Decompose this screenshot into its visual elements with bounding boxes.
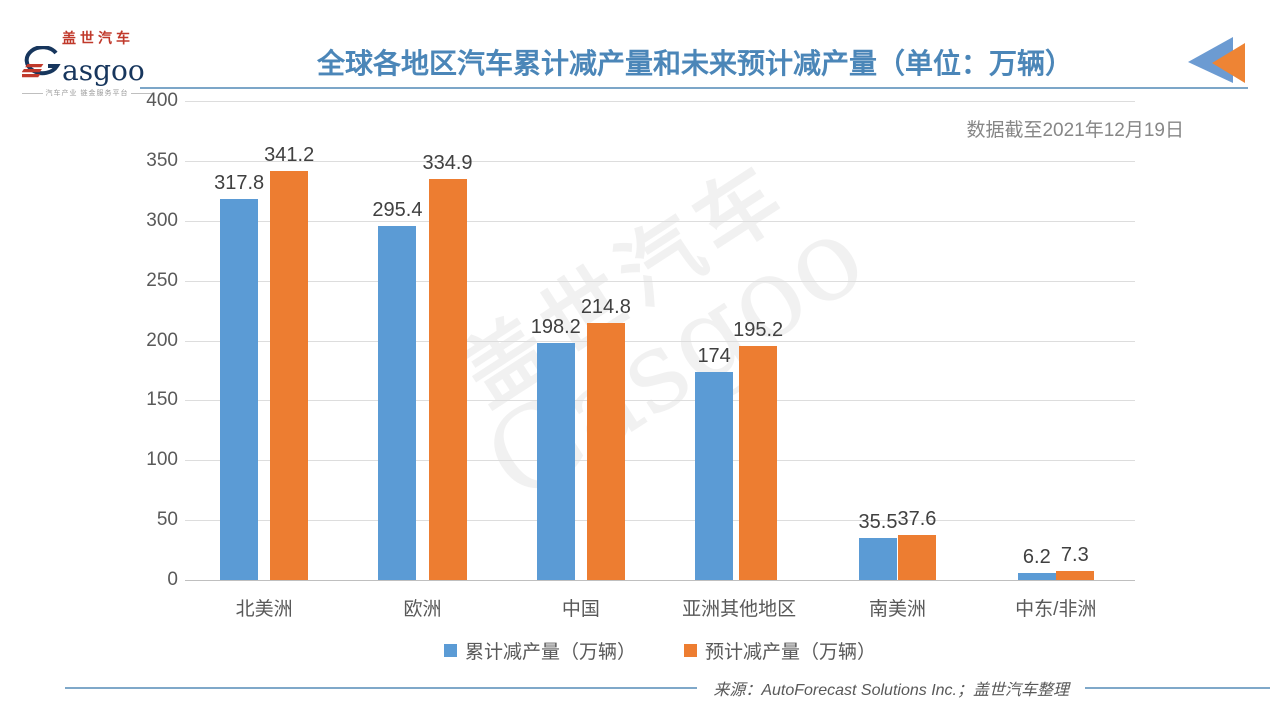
data-label: 174 [697, 344, 731, 367]
data-label: 317.8 [214, 172, 265, 195]
y-axis-tick-label: 0 [167, 569, 178, 590]
legend-item: 累计减产量（万辆） [443, 637, 636, 664]
footer: 来源：AutoForecast Solutions Inc.；盖世汽车整理 [65, 676, 1270, 700]
gridline [185, 160, 1135, 162]
bar-column: 214.8 [581, 296, 631, 580]
x-axis-label: 中东/非洲 [1015, 599, 1097, 620]
bar [586, 322, 625, 580]
bar-column: 317.8 [214, 172, 264, 580]
double-back-arrows-icon [1186, 34, 1248, 91]
source-text: 来源：AutoForecast Solutions Inc.；盖世汽车整理 [713, 682, 1069, 699]
bar [859, 537, 898, 580]
legend-swatch [443, 644, 457, 657]
y-axis-tick-label: 350 [146, 149, 178, 171]
bar [536, 342, 575, 580]
bar [739, 346, 778, 580]
gridline [185, 520, 1135, 522]
bar [1055, 571, 1094, 580]
legend: 累计减产量（万辆） 预计减产量（万辆） [185, 637, 1135, 664]
data-label: 198.2 [530, 315, 581, 338]
data-label: 214.8 [580, 295, 631, 318]
data-label: 341.2 [264, 144, 315, 167]
bar-column: 37.6 [897, 508, 936, 580]
bar-pair: 198.2 214.8 [531, 296, 631, 580]
gridline [185, 340, 1135, 342]
plot-area: 317.8 341.2 北美洲 295.4 334.9 欧洲 198.2 214.8 中国 174… [185, 101, 1135, 620]
footer-rule-left [65, 687, 698, 689]
bar-pair: 174 195.2 [695, 319, 783, 580]
logo-chinese-name: 盖世汽车 [62, 30, 134, 46]
data-label: 6.2 [1022, 545, 1051, 568]
y-axis-tick-label: 300 [146, 209, 178, 231]
legend-label: 预计减产量（万辆） [705, 642, 877, 663]
legend-swatch [684, 644, 697, 657]
bar-group: 295.4 334.9 欧洲 [343, 101, 501, 620]
bar [220, 199, 259, 580]
title-underline [140, 87, 1248, 89]
legend-item: 预计减产量（万辆） [684, 637, 876, 664]
bar [1017, 572, 1056, 580]
bar [270, 171, 309, 580]
bar-pair: 35.5 37.6 [858, 508, 936, 580]
y-axis: 400 350 300 250 200 150 100 50 0 [130, 90, 178, 590]
data-label: 35.5 [858, 510, 898, 533]
gridline [185, 400, 1135, 402]
y-axis-tick-label: 400 [146, 90, 178, 111]
data-label: 7.3 [1060, 544, 1089, 567]
gridline [185, 460, 1135, 462]
bar [428, 178, 467, 580]
bar-group: 317.8 341.2 北美洲 [185, 101, 343, 620]
bar-column: 295.4 [372, 199, 422, 580]
y-axis-tick-label: 100 [146, 449, 178, 471]
y-axis-tick-label: 250 [146, 269, 178, 291]
data-label: 334.9 [422, 151, 473, 174]
data-label: 295.4 [372, 199, 423, 222]
bar [897, 534, 936, 580]
bar-column: 35.5 [858, 510, 898, 580]
gridline [185, 220, 1135, 222]
gasgoo-logo: 盖世汽车 asgoo 汽车产业 链金服务平台 [18, 28, 153, 98]
bar-pair: 6.2 7.3 [1017, 544, 1094, 580]
bar-group: 35.5 37.6 南美洲 [818, 101, 976, 620]
logo-english-name: asgoo [62, 54, 145, 87]
y-axis-tick-label: 50 [156, 509, 178, 531]
x-axis-label: 欧洲 [403, 599, 442, 620]
bar-group: 174 195.2 亚洲其他地区 [660, 101, 818, 620]
bar-group: 6.2 7.3 中东/非洲 [977, 101, 1135, 620]
y-axis-tick-label: 200 [146, 329, 178, 351]
bar-column: 198.2 [531, 316, 581, 580]
chart-title: 全球各地区汽车累计减产量和未来预计减产量（单位：万辆） [316, 48, 1073, 79]
x-axis-label: 南美洲 [868, 599, 926, 620]
footer-rule-right [1085, 687, 1270, 689]
x-axis-label: 亚洲其他地区 [682, 599, 797, 620]
logo-tagline: 汽车产业 链金服务平台 [22, 88, 153, 98]
bar-column: 195.2 [733, 319, 783, 580]
bar-column: 174 [695, 344, 734, 580]
data-label: 195.2 [733, 319, 784, 342]
x-axis-label: 北美洲 [235, 599, 293, 620]
bar [378, 226, 417, 580]
data-label: 37.6 [897, 507, 937, 530]
x-axis-label: 中国 [561, 599, 600, 620]
legend-label: 累计减产量（万辆） [464, 642, 636, 663]
bar [695, 371, 734, 580]
bar-group: 198.2 214.8 中国 [502, 101, 660, 620]
gridline [185, 280, 1135, 282]
bar-column: 334.9 [422, 151, 473, 580]
gridline [185, 101, 1135, 102]
gasgoo-g-mark-icon [18, 45, 62, 85]
bar-pair: 295.4 334.9 [372, 151, 473, 580]
bar-pair: 317.8 341.2 [214, 144, 314, 580]
x-axis-line [185, 580, 1135, 581]
bar-column: 7.3 [1055, 544, 1094, 580]
y-axis-tick-label: 150 [146, 389, 178, 411]
bar-column: 6.2 [1017, 545, 1056, 580]
bar-column: 341.2 [264, 144, 314, 580]
data-cutoff-note: 数据截至2021年12月19日 [966, 120, 1184, 141]
